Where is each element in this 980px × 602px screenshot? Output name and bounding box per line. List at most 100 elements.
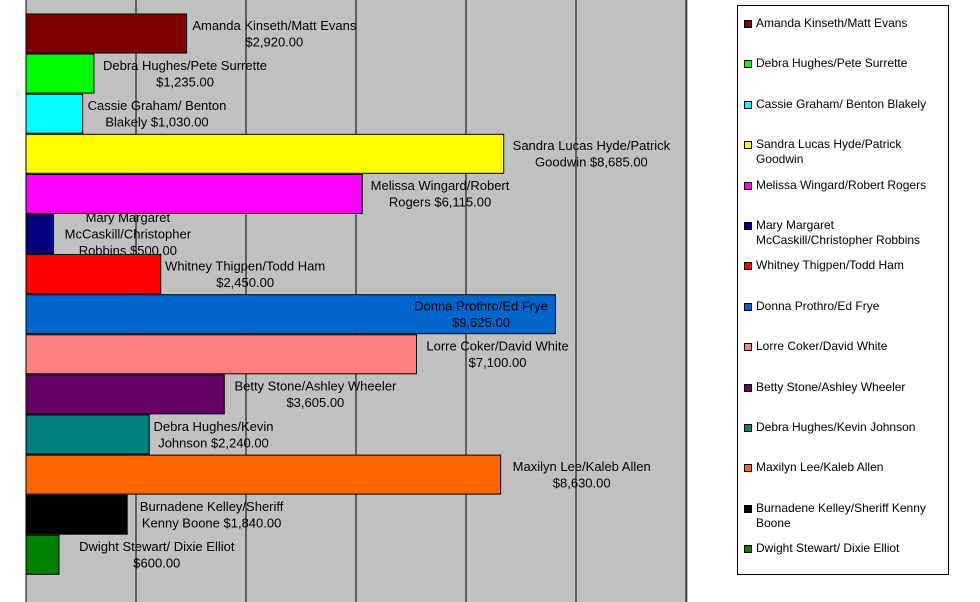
bar-data-label-line: Sandra Lucas Hyde/Patrick xyxy=(513,138,671,153)
bar xyxy=(25,534,60,575)
legend-label: Whitney Thigpen/Todd Ham xyxy=(756,258,904,273)
legend-label: Burnadene Kelley/Sheriff Kenny Boone xyxy=(756,500,926,530)
bar-data-label: Mary Margaret McCaskill/Christopher Robbin… xyxy=(65,210,192,258)
legend-swatch xyxy=(744,222,752,230)
legend-item: Melissa Wingard/Robert Rogers xyxy=(744,178,944,193)
bar xyxy=(25,214,54,254)
bar-data-label: Dwight Stewart/ Dixie Elliot $600.00 xyxy=(79,539,235,571)
legend-swatch xyxy=(744,424,752,432)
legend-swatch xyxy=(744,181,752,190)
bar-data-label: Maxilyn Lee/Kaleb Allen $8,630.00 xyxy=(513,459,651,491)
bar xyxy=(25,53,95,94)
legend-item: Maxilyn Lee/Kaleb Allen xyxy=(744,460,944,475)
bar-data-label: Lorre Coker/David White $7,100.00 xyxy=(426,339,568,371)
bar xyxy=(25,133,505,174)
bar-data-label-line: Dwight Stewart/ Dixie Elliot xyxy=(79,539,235,554)
legend-label: Lorre Coker/David White xyxy=(756,339,888,354)
legend-item: Sandra Lucas Hyde/Patrick Goodwin xyxy=(744,137,944,167)
bar-data-label-line: Whitney Thigpen/Todd Ham xyxy=(165,258,325,273)
bar-data-label-line: $1,235.00 xyxy=(156,74,214,89)
bar-data-label-line: Blakely $1,030.00 xyxy=(105,114,208,129)
legend-item: Burnadene Kelley/Sheriff Kenny Boone xyxy=(744,501,944,531)
bars xyxy=(25,13,556,575)
bar-data-label: Whitney Thigpen/Todd Ham $2,450.00 xyxy=(165,258,325,290)
bar-data-label: Amanda Kinseth/Matt Evans $2,920.00 xyxy=(192,18,357,50)
legend-item: Donna Prothro/Ed Frye xyxy=(744,299,944,314)
legend-item: Lorre Coker/David White xyxy=(744,339,944,354)
bar-data-label-line: Debra Hughes/Kevin xyxy=(154,419,274,434)
bar xyxy=(25,494,128,535)
bar xyxy=(25,173,363,214)
bar xyxy=(25,254,162,295)
legend-item: Mary Margaret McCaskill/Christopher Robb… xyxy=(744,218,944,248)
bar-data-label-line: $2,450.00 xyxy=(216,275,274,290)
legend-swatch xyxy=(744,302,752,311)
bar-data-label-line: $8,630.00 xyxy=(553,475,611,490)
legend-item: Whitney Thigpen/Todd Ham xyxy=(744,258,944,273)
bar-labels: Amanda Kinseth/Matt Evans $2,920.00 Debra … xyxy=(65,18,671,571)
legend-swatch xyxy=(744,100,752,109)
legend-swatch xyxy=(744,343,752,352)
bar xyxy=(25,374,225,415)
legend: Amanda Kinseth/Matt Evans Debra Hughes/Pe… xyxy=(737,5,949,575)
legend-label: Sandra Lucas Hyde/Patrick Goodwin xyxy=(756,137,902,167)
legend-label: Melissa Wingard/Robert Rogers xyxy=(756,177,927,192)
bar-data-label: Betty Stone/Ashley Wheeler $3,605.00 xyxy=(234,379,397,411)
legend-item: Amanda Kinseth/Matt Evans xyxy=(744,16,944,31)
bar-data-label-line: Goodwin $8,685.00 xyxy=(535,155,648,170)
legend-item: Debra Hughes/Kevin Johnson xyxy=(744,420,944,435)
bar-data-label-line: Donna Prothro/Ed Frye xyxy=(414,298,548,313)
bar-data-label-line: Maxilyn Lee/Kaleb Allen xyxy=(513,459,651,474)
bar-data-label-line: Melissa Wingard/Robert xyxy=(371,178,510,193)
legend-label: Debra Hughes/Kevin Johnson xyxy=(756,420,916,434)
legend-swatch xyxy=(744,141,752,150)
legend-swatch xyxy=(744,262,752,271)
legend-swatch xyxy=(744,504,752,513)
legend-label: Cassie Graham/ Benton Blakely xyxy=(756,96,927,111)
legend-item: Debra Hughes/Pete Surrette xyxy=(744,56,944,71)
bar-data-label-line: Robbins $500.00 xyxy=(79,243,177,258)
bar-data-label-line: Burnadene Kelley/Sheriff xyxy=(140,499,284,514)
legend-swatch xyxy=(744,545,752,554)
bar xyxy=(25,414,150,455)
bar-data-label-line: $600.00 xyxy=(133,556,180,571)
bar-data-label: Debra Hughes/Pete Surrette $1,235.00 xyxy=(103,58,267,90)
legend-label: Amanda Kinseth/Matt Evans xyxy=(756,16,908,30)
legend-item: Betty Stone/Ashley Wheeler xyxy=(744,380,944,395)
bar-data-label: Cassie Graham/ Benton Blakely $1,030.00 xyxy=(88,98,227,130)
bar-data-label-line: $2,920.00 xyxy=(245,34,303,49)
bar-data-label-line: Debra Hughes/Pete Surrette xyxy=(103,58,267,73)
bar xyxy=(25,334,417,375)
bar-data-label: Melissa Wingard/Robert Rogers $6,115.00 xyxy=(371,178,510,210)
legend-swatch xyxy=(744,20,752,28)
bar-data-label-line: Betty Stone/Ashley Wheeler xyxy=(234,379,397,394)
legend-label: Dwight Stewart/ Dixie Elliot xyxy=(756,541,900,556)
bar-data-label-line: Mary Margaret xyxy=(86,210,171,225)
bar xyxy=(25,13,188,54)
bar-data-label-line: Rogers $6,115.00 xyxy=(389,195,491,210)
bar xyxy=(25,294,556,335)
bar xyxy=(25,93,84,134)
bar-data-label-line: Amanda Kinseth/Matt Evans xyxy=(192,18,357,33)
bar-data-label: Sandra Lucas Hyde/Patrick Goodwin $8,685.… xyxy=(513,138,671,170)
bar-data-label: Debra Hughes/Kevin Johnson $2,240.00 xyxy=(154,419,274,451)
bar-chart: Amanda Kinseth/Matt Evans $2,920.00 Debra … xyxy=(25,0,688,602)
bar-data-label: Donna Prothro/Ed Frye $9,625.00 xyxy=(414,298,548,330)
legend-label: Donna Prothro/Ed Frye xyxy=(756,298,880,313)
legend-item: Cassie Graham/ Benton Blakely xyxy=(744,97,944,112)
legend-swatch xyxy=(744,60,752,69)
legend-label: Betty Stone/Ashley Wheeler xyxy=(756,379,906,394)
bar-data-label-line: $9,625.00 xyxy=(452,315,510,330)
legend-swatch xyxy=(744,464,752,473)
bar xyxy=(25,454,502,495)
bar-data-label: Burnadene Kelley/Sheriff Kenny Boone $1,8… xyxy=(140,499,284,531)
legend-label: Debra Hughes/Pete Surrette xyxy=(756,56,908,71)
legend-item: Dwight Stewart/ Dixie Elliot xyxy=(744,541,944,556)
bar-data-label-line: $7,100.00 xyxy=(469,355,527,370)
bar-data-label-line: $3,605.00 xyxy=(286,395,344,410)
bar-data-label-line: Kenny Boone $1,840.00 xyxy=(142,515,282,530)
bar-data-label-line: Johnson $2,240.00 xyxy=(158,435,269,450)
bar-data-label-line: Lorre Coker/David White xyxy=(426,339,568,354)
bar-data-label-line: Cassie Graham/ Benton xyxy=(88,98,227,113)
bar-data-label-line: McCaskill/Christopher xyxy=(65,227,192,242)
